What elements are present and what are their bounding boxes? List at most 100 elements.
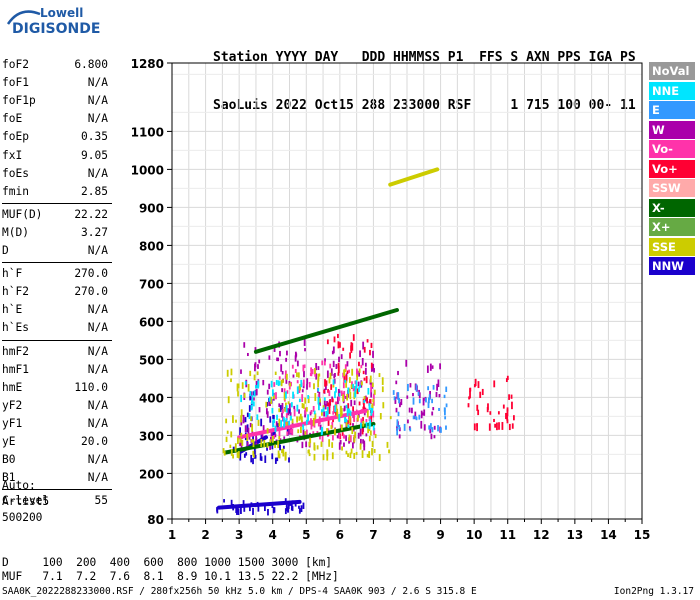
echo-point <box>476 404 479 411</box>
echo-point <box>328 406 331 414</box>
echo-point <box>427 397 430 404</box>
echo-point <box>318 404 320 411</box>
echo-point <box>353 400 356 406</box>
echo-point <box>350 448 353 454</box>
echo-point <box>229 444 232 449</box>
echo-point <box>262 379 265 386</box>
echo-point <box>226 369 229 377</box>
echo-point <box>246 424 249 433</box>
echo-point <box>266 411 269 418</box>
echo-point <box>298 505 300 509</box>
param-value: N/A <box>87 344 108 358</box>
echo-point <box>248 413 251 420</box>
param-label: M(D) <box>2 225 29 239</box>
echo-point <box>339 342 341 348</box>
echo-point <box>259 453 262 461</box>
param-value: N/A <box>87 244 108 257</box>
echo-point <box>351 442 354 449</box>
echo-point <box>242 500 245 505</box>
echo-point <box>371 440 374 448</box>
param-label: hmF1 <box>2 362 29 376</box>
echo-point <box>285 405 288 413</box>
echo-point <box>289 382 292 387</box>
echo-point <box>437 379 440 388</box>
echo-point <box>302 364 305 372</box>
echo-point <box>477 409 480 416</box>
echo-point <box>255 388 258 396</box>
echo-point <box>364 395 367 402</box>
echo-point <box>252 435 254 441</box>
echo-point <box>360 418 363 423</box>
echo-point <box>254 363 256 372</box>
echo-point <box>271 407 274 414</box>
echo-point <box>368 405 371 410</box>
echo-point <box>277 380 280 387</box>
echo-point <box>282 445 285 449</box>
echo-point <box>474 378 477 387</box>
echo-point <box>324 358 326 363</box>
echo-point <box>343 405 346 411</box>
echo-point <box>356 388 359 395</box>
param-label: h`Es <box>2 321 29 335</box>
echo-point <box>278 436 281 440</box>
echo-point <box>407 383 409 392</box>
echo-point <box>378 454 381 462</box>
echo-point <box>250 439 253 443</box>
param-separator <box>2 489 112 491</box>
y-tick-label: 800 <box>139 239 164 253</box>
auto-line3: 500200 <box>2 511 43 524</box>
echo-point <box>277 450 280 458</box>
param-value: N/A <box>87 303 108 317</box>
echo-point <box>359 350 361 358</box>
echo-point <box>254 451 256 459</box>
echo-point <box>254 347 257 352</box>
echo-point <box>307 395 310 404</box>
echo-point <box>412 393 414 397</box>
echo-point <box>281 402 284 411</box>
echo-point <box>342 382 345 389</box>
echo-point <box>343 442 345 447</box>
echo-point <box>338 442 341 450</box>
echo-point <box>345 420 348 427</box>
echo-point <box>249 422 252 428</box>
echo-point <box>362 370 365 375</box>
echo-point <box>232 454 234 459</box>
echo-point <box>352 423 354 427</box>
echo-point <box>373 389 376 395</box>
param-row: yE 20.0 <box>2 433 108 451</box>
echo-point <box>505 412 507 420</box>
x-axis: 1 2 3 4 5 6 7 8 9 10 11 12 13 14 15 <box>168 519 650 542</box>
echo-point <box>260 442 263 447</box>
echo-point <box>279 444 281 451</box>
echo-point <box>361 381 363 386</box>
param-label: C-level <box>2 494 50 508</box>
echo-point <box>502 404 505 409</box>
echo-point <box>293 405 296 410</box>
echo-point <box>250 391 253 397</box>
echo-series <box>323 333 515 441</box>
param-label: foF1p <box>2 94 36 108</box>
echo-point <box>298 385 301 390</box>
echo-point <box>332 346 335 354</box>
echo-point <box>256 371 259 376</box>
echo-point <box>408 407 411 413</box>
echo-point <box>319 398 321 403</box>
param-label: yF2 <box>2 398 23 412</box>
echo-point <box>240 409 243 417</box>
echo-point <box>362 439 364 444</box>
echo-point <box>307 395 310 399</box>
echo-series <box>240 379 375 436</box>
echo-point <box>358 361 360 367</box>
echo-point <box>314 413 317 420</box>
echo-point <box>262 425 265 432</box>
echo-point <box>325 411 328 417</box>
echo-point <box>282 379 284 384</box>
echo-point <box>300 426 302 433</box>
echo-point <box>396 427 399 436</box>
param-row: fxI 9.05 <box>2 147 108 165</box>
echo-point <box>298 416 301 421</box>
echo-point <box>293 408 296 417</box>
echo-point <box>345 404 348 409</box>
echo-point <box>359 438 362 445</box>
echo-point <box>278 418 281 427</box>
